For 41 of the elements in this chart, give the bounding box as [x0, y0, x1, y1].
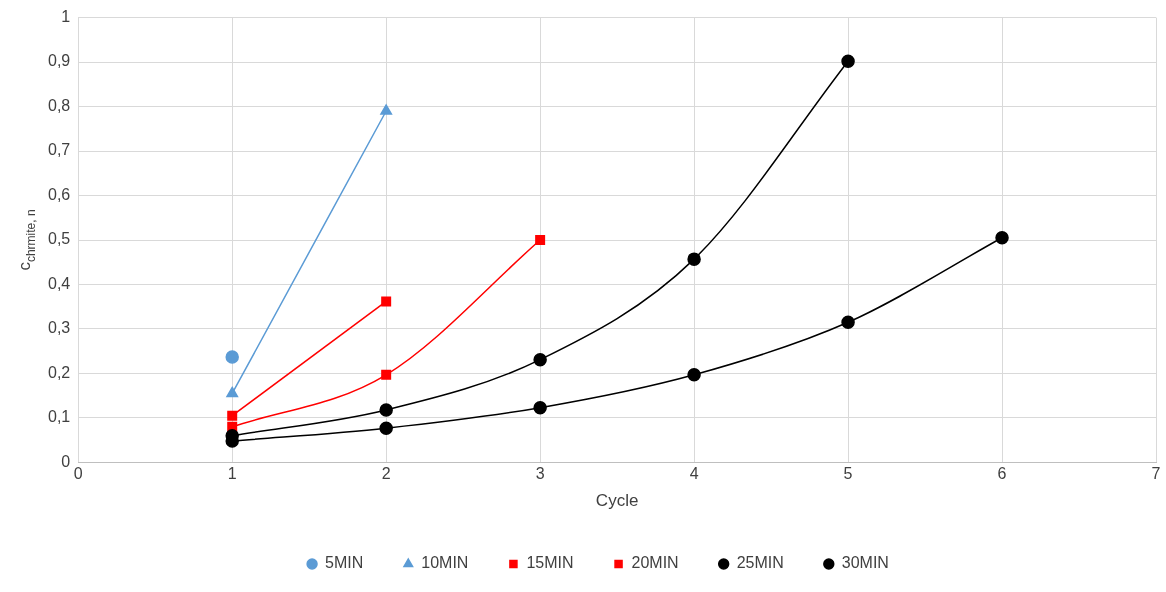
point: [533, 352, 547, 367]
legend-label: 25MIN: [736, 554, 784, 572]
point: [841, 54, 855, 68]
point: [381, 369, 392, 380]
y-tick-label: 1: [61, 8, 71, 26]
y-tick-label: 0,3: [47, 319, 71, 337]
point: [227, 410, 238, 421]
x-tick-label: 2: [381, 465, 391, 483]
point: [995, 231, 1009, 245]
x-axis-title: Cycle: [595, 491, 639, 511]
x-tick-label: 5: [843, 465, 853, 483]
y-tick-label: 0,8: [47, 96, 71, 114]
point: [533, 400, 547, 415]
point: [535, 235, 546, 245]
point: [381, 296, 392, 307]
point: [687, 252, 701, 266]
point: [379, 421, 393, 435]
x-tick-label: 1: [227, 465, 237, 483]
y-tick-label: 0,9: [47, 52, 71, 70]
x-tick-label: 4: [689, 465, 699, 483]
y-tick-label: 0,5: [47, 230, 71, 248]
y-tick-label: 0,4: [47, 274, 71, 292]
y-tick-label: 0,1: [47, 408, 71, 426]
point: [841, 315, 855, 330]
legend-label: 30MIN: [841, 554, 889, 572]
y-tick-label: 0: [61, 452, 71, 470]
y-tick-label: 0,2: [47, 363, 71, 381]
y-axis-title: cchrmite, n: [15, 209, 38, 271]
x-tick-label: 0: [73, 465, 83, 483]
x-tick-label: 6: [997, 465, 1007, 483]
x-tick-label: 7: [1151, 465, 1161, 483]
point: [379, 403, 393, 417]
legend-label: 20MIN: [631, 554, 679, 572]
legend-label: 15MIN: [526, 554, 574, 572]
y-tick-label: 0,7: [47, 141, 71, 159]
legend-label: 10MIN: [421, 554, 469, 572]
legend-label: 5MIN: [325, 554, 364, 572]
point: [225, 350, 239, 364]
y-tick-label: 0,6: [47, 185, 71, 203]
point: [687, 368, 701, 382]
x-tick-label: 3: [535, 465, 545, 483]
